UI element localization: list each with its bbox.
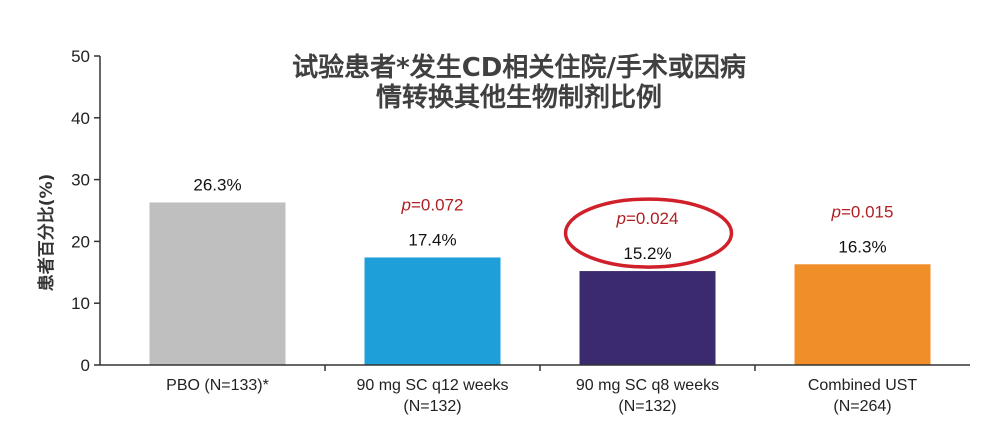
bars: 26.3%17.4%p=0.07215.2%p=0.02416.3%p=0.01… [149,175,931,365]
y-tick-label: 40 [71,109,90,128]
y-tick-label: 0 [81,356,90,375]
y-tick-label: 10 [71,294,90,313]
p-value-number: =0.024 [626,209,678,228]
p-value-label: p=0.024 [616,209,679,228]
highlight-ellipse [563,197,734,269]
value-label: 16.3% [838,237,886,256]
value-label: 26.3% [193,175,241,194]
y-tick-label: 20 [71,232,90,251]
x-tick-label: (N=264) [833,398,891,415]
y-axis: 0 10 20 30 40 50 患者百分比(%) [36,47,101,375]
y-tick-label: 50 [71,47,90,66]
p-value-label: p=0.015 [831,202,894,221]
value-label: 17.4% [408,230,456,249]
x-tick-label: (N=132) [618,398,676,415]
p-value-prefix: p [831,202,841,221]
p-value-number: =0.015 [841,202,893,221]
p-value-label: p=0.072 [401,195,464,214]
x-tick-label: PBO (N=133)* [166,377,269,394]
bar [579,271,716,365]
p-value-prefix: p [401,195,411,214]
p-value-number: =0.072 [411,195,463,214]
chart-title-line: 试验患者*发生CD相关住院/手术或因病 [292,52,746,83]
bar [364,257,501,365]
p-value-prefix: p [616,209,626,228]
chart-title-line: 情转换其他生物制剂比例 [376,83,662,113]
x-tick-label: Combined UST [808,377,918,394]
value-label: 15.2% [623,244,671,263]
x-tick-label: 90 mg SC q12 weeks [356,377,508,394]
y-tick-label: 30 [71,171,90,190]
x-tick-label: 90 mg SC q8 weeks [576,377,719,394]
x-tick-label: (N=132) [403,398,461,415]
y-axis-label: 患者百分比(%) [36,174,57,292]
bar [794,264,931,365]
bar [149,202,286,365]
x-axis: PBO (N=133)* 90 mg SC q12 weeks (N=132) 90 … [100,364,970,415]
